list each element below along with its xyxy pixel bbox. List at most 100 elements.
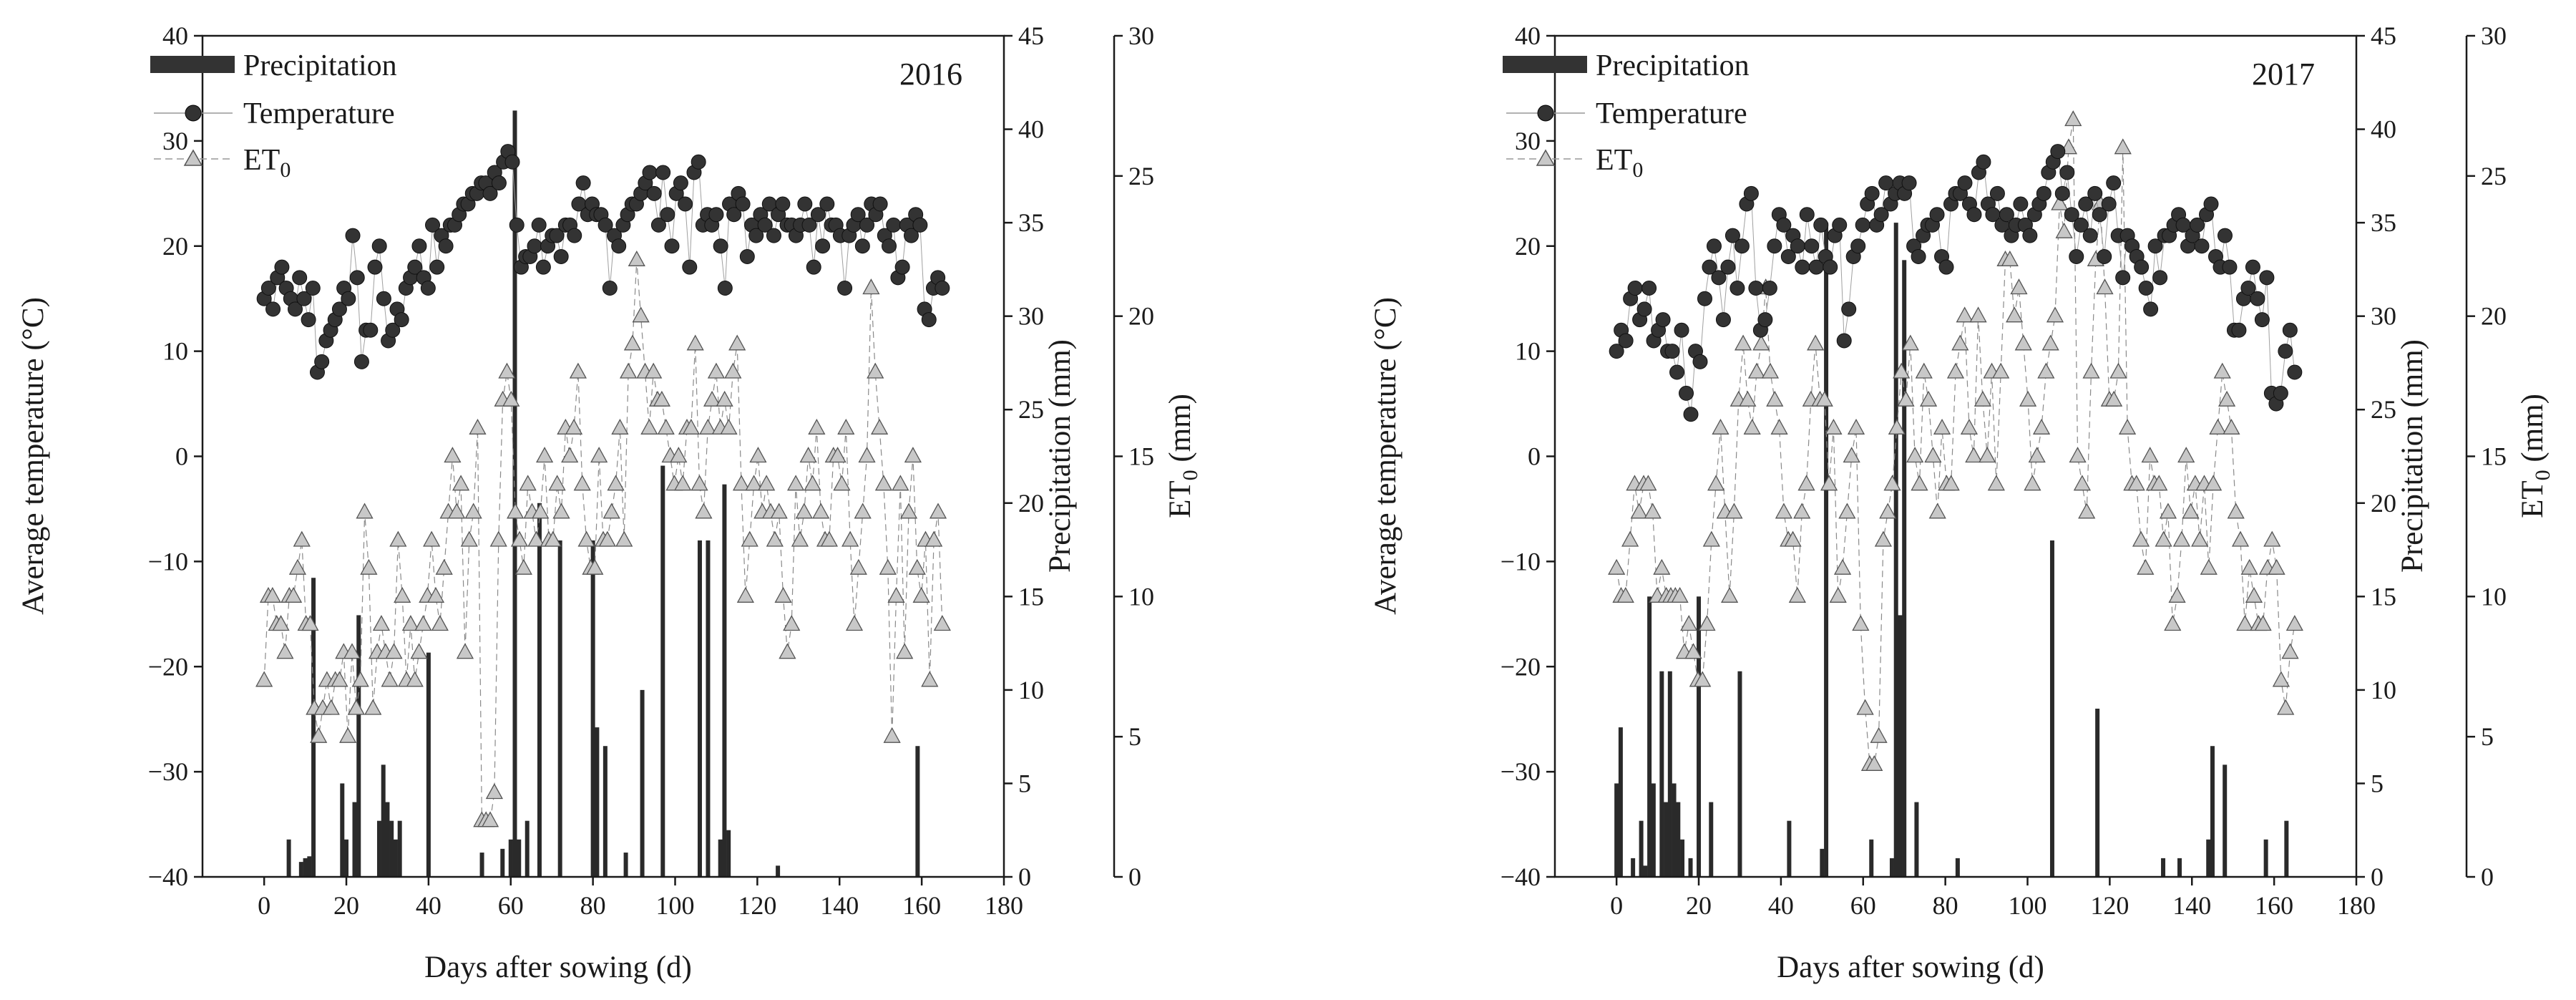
et0-point xyxy=(686,334,704,351)
et0-point xyxy=(774,586,792,603)
legend-temp-label: Temperature xyxy=(1596,97,1747,130)
precip-tick-label: 10 xyxy=(2371,676,2396,704)
et0-point xyxy=(552,503,570,519)
temperature-point xyxy=(575,175,591,191)
temperature-point xyxy=(1706,238,1722,254)
precip-bar xyxy=(697,540,702,877)
x-tick-label: 20 xyxy=(333,891,359,920)
temperature-point xyxy=(1841,301,1857,317)
precip-bar xyxy=(726,830,731,877)
et0-point xyxy=(331,671,348,687)
legend-temp-marker xyxy=(1537,105,1554,122)
et0-point xyxy=(854,503,872,519)
precip-bar xyxy=(1643,865,1648,877)
temperature-point xyxy=(527,238,542,254)
temperature-point xyxy=(935,281,950,296)
temperature-point xyxy=(1655,312,1671,328)
temperature-point xyxy=(1715,312,1731,328)
precip-tick-label: 20 xyxy=(2371,489,2396,518)
temperature-point xyxy=(2054,185,2070,201)
temperature-point xyxy=(2282,322,2298,338)
et0-point xyxy=(435,558,453,575)
temp-tick-label: 0 xyxy=(1528,442,1541,471)
temperature-point xyxy=(1641,281,1657,296)
x-tick-label: 80 xyxy=(1933,891,1958,920)
x-tick-label: 40 xyxy=(416,891,441,920)
precip-bar xyxy=(1737,671,1742,877)
precip-bar xyxy=(776,865,781,877)
precip-bar xyxy=(2095,709,2100,877)
et0-point xyxy=(1879,503,1897,519)
et0-tick-label: 30 xyxy=(2481,21,2507,50)
et0-point xyxy=(741,530,758,547)
temperature-point xyxy=(371,238,387,254)
et0-point xyxy=(820,530,838,547)
temperature-point xyxy=(2143,301,2159,317)
temp-tick-label: 20 xyxy=(162,232,188,261)
precip-bar xyxy=(381,764,386,877)
temperature-point xyxy=(1957,175,1973,191)
precip-tick-label: 35 xyxy=(1018,208,1044,237)
precip-tick-label: 0 xyxy=(1018,863,1031,891)
temperature-point xyxy=(1762,281,1777,296)
et0-point xyxy=(2046,306,2064,323)
et0-point xyxy=(837,418,855,435)
et0-point xyxy=(565,418,583,435)
et0-point xyxy=(364,699,382,715)
temperature-point xyxy=(367,259,383,275)
precip-bar xyxy=(340,783,345,877)
et0-tick-label: 0 xyxy=(1128,863,1141,891)
temperature-point xyxy=(650,217,666,233)
et0-point xyxy=(2177,447,2195,463)
et0-point xyxy=(1616,586,1634,603)
temperature-point xyxy=(2073,217,2089,233)
et0-point xyxy=(498,362,516,379)
temperature-point xyxy=(691,154,706,170)
temperature-point xyxy=(854,238,870,254)
et0-point xyxy=(2024,475,2041,491)
precip-bar xyxy=(640,689,645,877)
temperature-point xyxy=(872,196,888,212)
et0-point xyxy=(758,475,776,491)
temperature-point xyxy=(859,217,875,233)
et0-point xyxy=(2223,418,2240,435)
et0-point xyxy=(507,503,525,519)
precip-tick-label: 45 xyxy=(2371,21,2396,50)
temperature-point xyxy=(2240,281,2256,296)
temperature-point xyxy=(2101,196,2117,212)
et0-point xyxy=(527,530,545,547)
et0-series-line xyxy=(1616,120,2296,765)
precip-bar xyxy=(1672,783,1677,877)
et0-point xyxy=(695,503,713,519)
et0-point xyxy=(879,558,897,575)
et0-point xyxy=(586,558,604,575)
et0-point xyxy=(1888,418,1906,435)
et0-point xyxy=(1847,418,1865,435)
temperature-point xyxy=(2097,248,2112,264)
legend: Precipitation Temperature ET0 xyxy=(1503,49,1750,182)
et0-point xyxy=(724,362,742,379)
et0-point xyxy=(514,558,532,575)
temperature-point xyxy=(1966,207,1982,223)
et0-point xyxy=(808,418,826,435)
temperature-point xyxy=(810,207,826,223)
temperature-point xyxy=(1813,217,1829,233)
et0-point xyxy=(904,447,922,463)
et0-point xyxy=(548,475,566,491)
et0-point xyxy=(410,643,428,659)
temperature-point xyxy=(2134,259,2150,275)
temperature-point xyxy=(407,259,423,275)
et0-point xyxy=(1653,558,1671,575)
temperature-point xyxy=(1734,238,1750,254)
et0-point xyxy=(1698,615,1716,631)
et0-point xyxy=(1766,390,1784,407)
et0-point xyxy=(925,530,943,547)
temperature-point xyxy=(260,281,276,296)
x-tick-label: 180 xyxy=(2337,891,2376,920)
et0-point xyxy=(2114,138,2132,155)
et0-point xyxy=(2069,447,2087,463)
et0-point xyxy=(1820,475,1838,491)
precip-bar xyxy=(2210,746,2215,877)
precip-bar xyxy=(1889,858,1894,877)
temperature-point xyxy=(553,248,569,264)
